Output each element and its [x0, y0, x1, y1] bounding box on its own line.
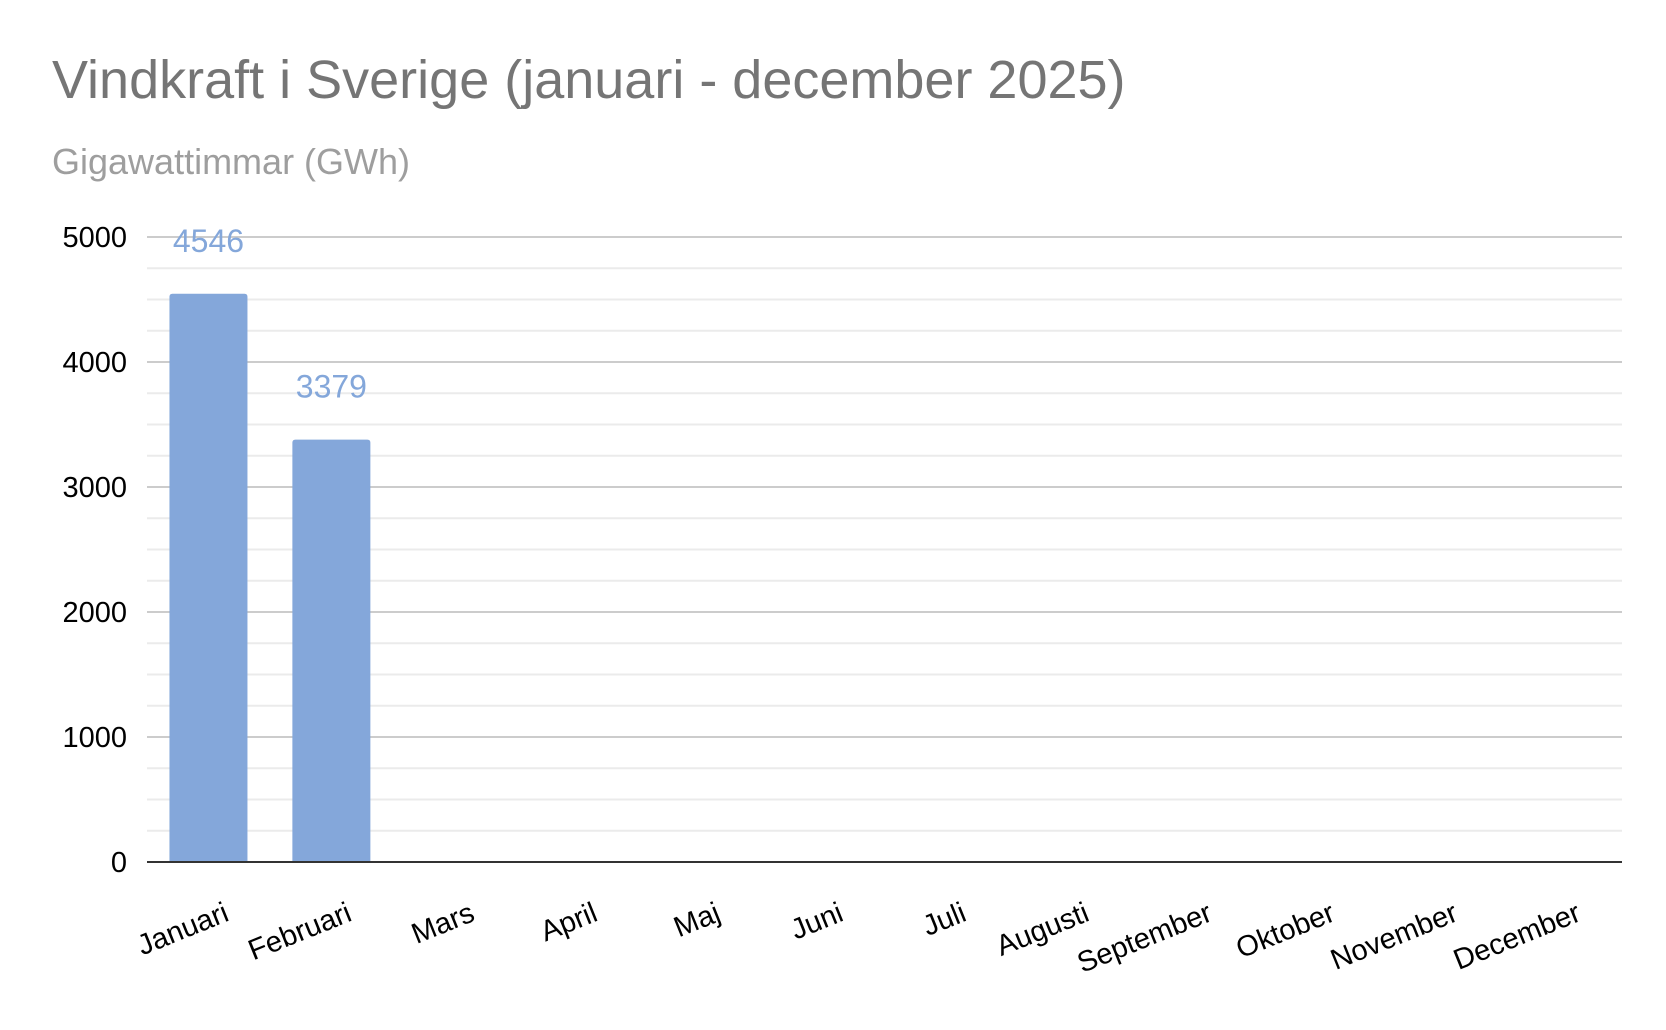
gridlines [147, 236, 1622, 832]
y-tick-label: 1000 [62, 722, 127, 754]
x-tick-label: Juli [918, 897, 970, 943]
bars [169, 293, 371, 862]
data-label-januari: 4546 [173, 223, 244, 259]
y-tick-label: 5000 [62, 222, 127, 254]
x-tick-label: Maj [669, 897, 724, 944]
bar-februari [292, 439, 371, 862]
y-tick-label: 3000 [62, 472, 127, 504]
x-tick-label: Februari [244, 897, 356, 967]
x-tick-label: Januari [133, 897, 233, 962]
x-tick-label: September [1073, 897, 1217, 980]
chart-subtitle: Gigawattimmar (GWh) [52, 141, 411, 182]
chart-title: Vindkraft i Sverige (januari - december … [52, 50, 1126, 110]
x-tick-label: Oktober [1232, 897, 1340, 965]
x-tick-label: December [1449, 897, 1585, 977]
x-tick-label: November [1326, 897, 1462, 977]
y-tick-label: 4000 [62, 347, 127, 379]
bar-januari [169, 293, 248, 862]
data-labels: 4546 3379 [173, 223, 367, 405]
data-label-februari: 3379 [296, 369, 367, 405]
y-tick-label: 2000 [62, 597, 127, 629]
x-tick-label: April [536, 897, 602, 948]
x-tick-label: Juni [786, 897, 847, 947]
x-tick-label: Mars [407, 897, 479, 951]
y-tick-label: 0 [111, 847, 127, 879]
